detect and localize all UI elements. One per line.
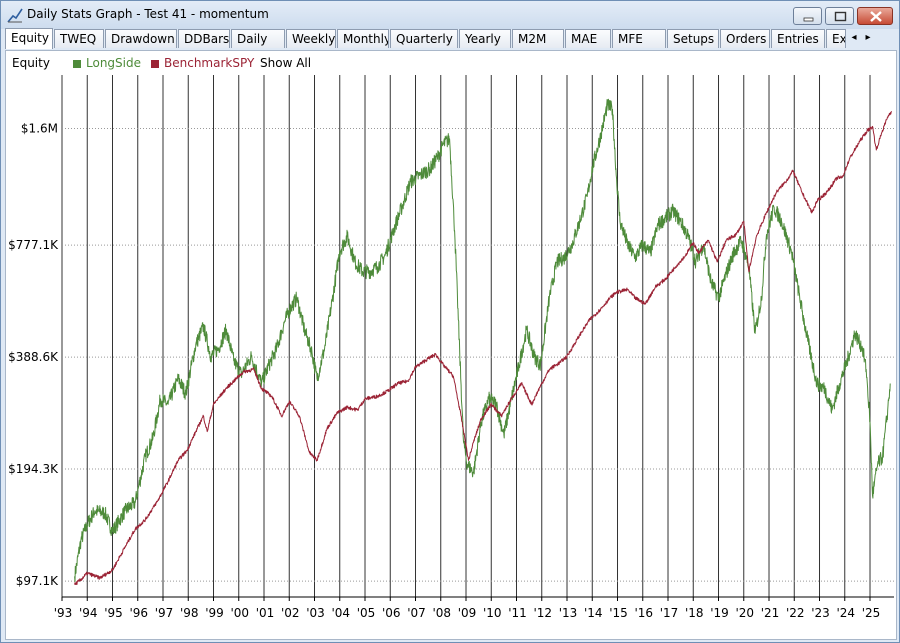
- x-tick-label: '25: [862, 606, 881, 620]
- x-tick-label: '19: [710, 606, 729, 620]
- x-tick-label: '09: [458, 606, 477, 620]
- y-tick-label: $1.6M: [21, 121, 58, 135]
- tab-drawdown[interactable]: Drawdown: [105, 29, 177, 48]
- tab-mfe[interactable]: MFE: [612, 29, 666, 48]
- x-tick-label: '00: [230, 606, 249, 620]
- x-tick-label: '11: [508, 606, 527, 620]
- tab-mae[interactable]: MAE: [565, 29, 611, 48]
- y-tick-label: $777.1K: [8, 238, 59, 252]
- x-tick-label: '24: [836, 606, 855, 620]
- x-tick-label: '16: [634, 606, 653, 620]
- chart-panel: Equity LongSide BenchmarkSPY Show All $9…: [5, 50, 897, 640]
- minimize-icon: [803, 17, 814, 22]
- x-tick-label: '08: [432, 606, 451, 620]
- x-tick-label: '97: [155, 606, 174, 620]
- tab-daily[interactable]: Daily: [231, 29, 285, 48]
- tab-scroll-right-icon[interactable]: ▸: [865, 32, 871, 43]
- x-tick-label: '05: [357, 606, 376, 620]
- show-all-button[interactable]: Show All: [260, 56, 312, 70]
- x-tick-label: '07: [407, 606, 426, 620]
- close-icon: [870, 11, 882, 22]
- tab-entries[interactable]: Entries: [771, 29, 825, 48]
- x-tick-label: '12: [533, 606, 552, 620]
- tab-tweq[interactable]: TWEQ: [54, 29, 104, 48]
- maximize-icon: [834, 11, 847, 22]
- x-tick-label: '99: [205, 606, 224, 620]
- tab-scroll-left-icon[interactable]: ◂: [851, 32, 857, 43]
- y-tick-label: $97.1K: [16, 574, 59, 588]
- tab-ddbars[interactable]: DDBars: [178, 29, 230, 48]
- x-tick-label: '96: [129, 606, 148, 620]
- legend-title: Equity: [12, 56, 50, 70]
- tab-ex[interactable]: Ex: [826, 29, 846, 48]
- x-tick-label: '03: [306, 606, 325, 620]
- x-tick-label: '98: [180, 606, 199, 620]
- equity-chart: $97.1K $194.3K $388.6K $777.1K $1.6M '93 '94 '9…: [8, 75, 894, 620]
- y-tick-label: $194.3K: [8, 462, 59, 476]
- maximize-button[interactable]: [825, 7, 854, 25]
- tab-orders[interactable]: Orders: [720, 29, 770, 48]
- tab-strip: Equity TWEQ Drawdown DDBars Daily Weekly Month…: [5, 28, 897, 50]
- tab-monthly[interactable]: Monthly: [337, 29, 389, 48]
- x-tick-label: '93: [54, 606, 73, 620]
- x-tick-label: '10: [483, 606, 502, 620]
- title-bar[interactable]: Daily Stats Graph - Test 41 - momentum: [1, 1, 899, 29]
- legend-swatch-longside: [73, 60, 81, 68]
- x-tick-label: '22: [786, 606, 805, 620]
- x-tick-label: '15: [609, 606, 628, 620]
- x-tick-label: '21: [761, 606, 780, 620]
- x-tick-label: '94: [79, 606, 98, 620]
- tab-setups[interactable]: Setups: [667, 29, 719, 48]
- x-tick-label: '95: [104, 606, 123, 620]
- tab-weekly[interactable]: Weekly: [286, 29, 336, 48]
- y-tick-label: $388.6K: [8, 350, 59, 364]
- x-tick-label: '18: [685, 606, 704, 620]
- x-tick-label: '01: [256, 606, 275, 620]
- x-tick-label: '14: [584, 606, 603, 620]
- legend-swatch-benchmark: [151, 60, 159, 68]
- legend-item-longside[interactable]: LongSide: [86, 56, 141, 70]
- series-line-longside: [74, 98, 891, 583]
- x-tick-label: '13: [559, 606, 578, 620]
- tab-yearly[interactable]: Yearly: [459, 29, 511, 48]
- x-tick-label: '06: [382, 606, 401, 620]
- tab-quarterly[interactable]: Quarterly: [390, 29, 458, 48]
- x-tick-label: '23: [811, 606, 830, 620]
- minimize-button[interactable]: [793, 7, 822, 25]
- legend-item-benchmarkspy[interactable]: BenchmarkSPY: [164, 56, 255, 70]
- close-button[interactable]: [857, 7, 893, 25]
- x-tick-label: '17: [660, 606, 679, 620]
- window-title: Daily Stats Graph - Test 41 - momentum: [27, 7, 269, 21]
- tab-equity[interactable]: Equity: [5, 28, 53, 49]
- x-tick-label: '20: [735, 606, 754, 620]
- tab-m2m[interactable]: M2M: [512, 29, 564, 48]
- x-tick-label: '04: [331, 606, 350, 620]
- series-line-benchmarkspy: [74, 111, 892, 585]
- x-tick-label: '02: [281, 606, 300, 620]
- app-icon: [7, 8, 23, 23]
